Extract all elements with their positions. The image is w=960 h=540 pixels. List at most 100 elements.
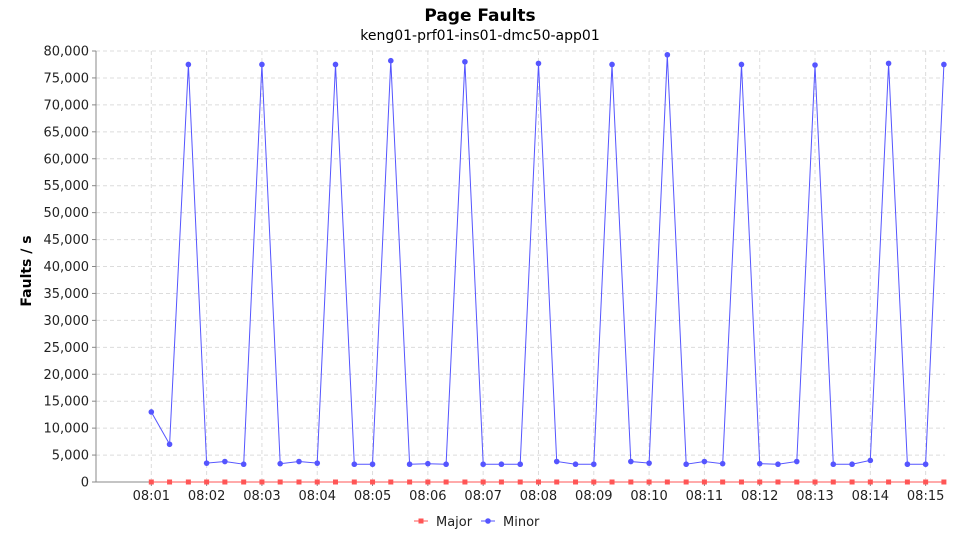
series-major-point (332, 479, 338, 485)
legend-minor-marker (485, 518, 491, 524)
series-major-point (573, 479, 579, 485)
series-major-point (794, 479, 800, 485)
series-major-point (757, 479, 763, 485)
y-tick-label: 0 (81, 476, 89, 491)
series-major-point (296, 479, 302, 485)
series-major-point (148, 479, 154, 485)
series-major-point (701, 479, 707, 485)
series-major-point (886, 479, 892, 485)
series-minor-point (793, 458, 800, 465)
series-minor-point (830, 461, 837, 468)
y-tick-label: 80,000 (44, 45, 90, 60)
series-major-point (775, 479, 781, 485)
series-major-point (941, 479, 947, 485)
y-tick-label: 40,000 (44, 260, 90, 275)
series-major-point (830, 479, 836, 485)
y-axis-label: Faults / s (19, 235, 35, 306)
series-minor-point (922, 461, 929, 468)
series-major-point (407, 479, 413, 485)
series-major-point (904, 479, 910, 485)
y-tick-label: 50,000 (44, 206, 90, 221)
x-tick-label: 08:08 (520, 489, 557, 504)
chart-title: Page Faults (424, 6, 536, 26)
x-tick-label: 08:07 (464, 489, 501, 504)
series-minor-point (812, 62, 818, 68)
series-minor-point (498, 461, 505, 468)
series-major-point (443, 479, 449, 485)
x-tick-label: 08:06 (409, 489, 446, 504)
series-major-point (683, 479, 689, 485)
series-major-point (167, 479, 173, 485)
series-minor-point (351, 461, 358, 468)
series-minor-point (775, 461, 781, 468)
x-tick-label: 08:05 (354, 489, 391, 504)
series-minor-line (150, 54, 945, 465)
x-tick-label: 08:10 (630, 489, 667, 504)
series-minor-point (332, 61, 339, 68)
series-minor-point (572, 461, 579, 468)
x-tick-label: 08:03 (243, 489, 280, 504)
series-minor-point (590, 461, 597, 468)
y-tick-label: 20,000 (44, 368, 90, 383)
series-major-point (517, 479, 523, 485)
series-minor-point (904, 461, 911, 468)
legend: Major Minor (414, 515, 540, 530)
series-major-point (628, 479, 634, 485)
series-minor-point (406, 461, 413, 468)
series-minor-point (462, 58, 468, 65)
series-major-point (498, 479, 504, 485)
series-minor-point (849, 461, 855, 468)
series-minor-point (738, 61, 745, 68)
series-major-point (259, 479, 265, 485)
series-minor-point (443, 461, 449, 468)
series-major-point (388, 479, 394, 485)
legend-major-marker (418, 518, 424, 524)
legend-minor-label: Minor (503, 515, 540, 530)
series-minor-point (609, 61, 615, 68)
series-minor-point (701, 458, 708, 465)
y-tick-label: 30,000 (44, 314, 90, 329)
series-major-point (425, 479, 431, 485)
x-tick-label: 08:15 (907, 489, 944, 504)
series-major-point (535, 479, 541, 485)
series-minor-point (480, 461, 486, 468)
y-tick-label: 55,000 (44, 179, 90, 194)
series-major-point (646, 479, 652, 485)
series-major-point (277, 479, 283, 485)
y-tick-label: 75,000 (44, 71, 90, 86)
series-major-point (222, 479, 228, 485)
series-minor-point (387, 57, 394, 64)
series-major-point (849, 479, 855, 485)
y-tick-label: 15,000 (44, 395, 90, 410)
series-minor-point (756, 460, 763, 467)
series-minor-point (867, 457, 874, 464)
series-major-point (923, 479, 929, 485)
y-tick-label: 25,000 (44, 341, 90, 356)
y-tick-label: 10,000 (44, 422, 90, 437)
y-tick-label: 45,000 (44, 233, 90, 248)
series-major-point (738, 479, 744, 485)
series-major-point (185, 479, 191, 485)
series-major-point (609, 479, 615, 485)
series-minor-point (314, 460, 321, 466)
axes: 0 5,000 10,000 15,000 20,000 25,000 30,000 35,0… (44, 45, 945, 504)
grid-lines (96, 50, 945, 482)
x-tick-label: 08:02 (188, 489, 225, 504)
series-minor-point (166, 441, 173, 448)
series-minor-point (259, 61, 265, 68)
series-minor-point (535, 60, 542, 67)
series-minor-point (148, 409, 155, 415)
series-minor-point (719, 460, 726, 467)
series-major-point (554, 479, 560, 485)
series-major-point (591, 479, 597, 485)
series-major-point (664, 479, 670, 485)
series-minor-point (296, 458, 302, 465)
series-minor-point (240, 461, 247, 468)
series-minor-point (553, 458, 560, 465)
series-major-point (867, 479, 873, 485)
series-minor-point (683, 461, 689, 468)
y-tick-label: 60,000 (44, 152, 90, 167)
series-minor-point (277, 460, 283, 467)
series-minor-point (628, 458, 634, 465)
